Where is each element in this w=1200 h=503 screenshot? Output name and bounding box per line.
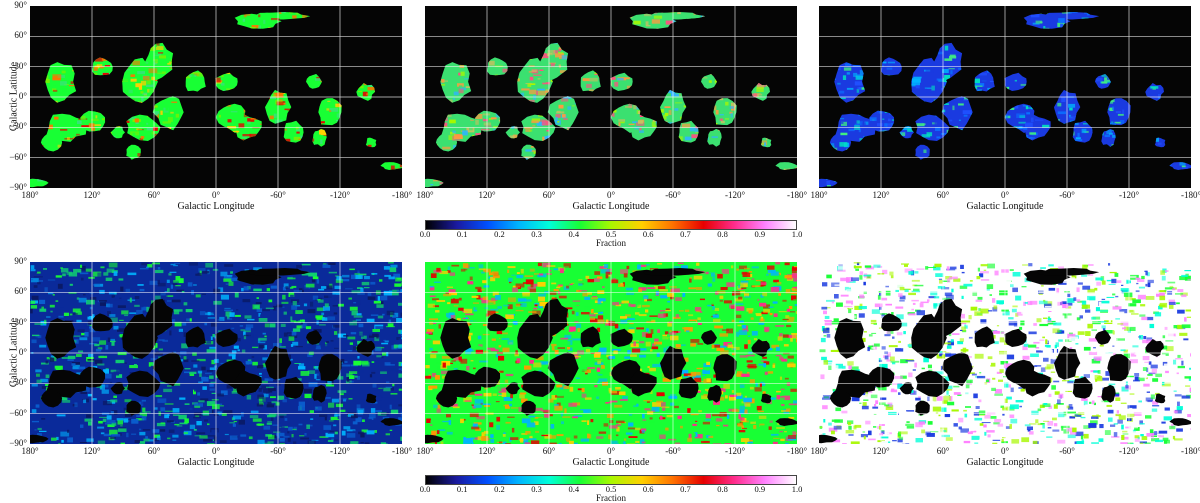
x-tick-label: 60° — [543, 446, 556, 456]
map-panel-r2c1 — [30, 262, 402, 444]
x-tick-label: 0° — [212, 190, 220, 200]
map-panel-r1c2 — [425, 6, 797, 188]
x-axis-label: Galactic Longitude — [178, 457, 255, 468]
x-axis-label: Galactic Longitude — [573, 457, 650, 468]
y-tick-label: 60° — [14, 286, 27, 296]
x-tick-label: -180° — [1181, 190, 1200, 200]
colorbar-tick-label: 1.0 — [792, 229, 803, 239]
x-tick-label: -120° — [330, 190, 350, 200]
x-tick-label: -60° — [665, 446, 681, 456]
colorbar-label: Fraction — [596, 238, 626, 248]
x-tick-label: 120° — [83, 190, 100, 200]
map-svg — [425, 6, 797, 188]
map-svg — [425, 262, 797, 444]
map-svg — [819, 6, 1191, 188]
x-tick-label: 0° — [607, 190, 615, 200]
x-tick-label: 0° — [1001, 446, 1009, 456]
colorbar-tick-label: 0.6 — [643, 484, 654, 494]
colorbar-tick-label: 0.2 — [494, 484, 505, 494]
x-tick-label: 60° — [148, 446, 161, 456]
x-tick-label: 180° — [416, 190, 433, 200]
y-axis-label: Galactic Latitude — [9, 308, 20, 398]
x-tick-label: -120° — [330, 446, 350, 456]
map-svg — [819, 262, 1191, 444]
colorbar-tick-label: 0.8 — [717, 229, 728, 239]
colorbar-tick-label: 0.3 — [531, 229, 542, 239]
colorbar-tick-label: 0.3 — [531, 484, 542, 494]
map-svg — [30, 262, 402, 444]
colorbar-tick-label: 0.1 — [457, 484, 468, 494]
x-tick-label: 0° — [607, 446, 615, 456]
x-tick-label: 60° — [543, 190, 556, 200]
y-tick-label: 90° — [14, 256, 27, 266]
y-tick-label: 0° — [19, 91, 27, 101]
x-tick-label: 180° — [810, 446, 827, 456]
x-tick-label: -60° — [1059, 190, 1075, 200]
colorbar-tick-label: 0.7 — [680, 484, 691, 494]
y-tick-label: 60° — [14, 30, 27, 40]
x-axis-label: Galactic Longitude — [967, 201, 1044, 212]
y-axis-label: Galactic Latitude — [9, 52, 20, 142]
x-axis-label: Galactic Longitude — [967, 457, 1044, 468]
x-tick-label: 0° — [1001, 190, 1009, 200]
x-tick-label: -120° — [1119, 190, 1139, 200]
map-svg — [30, 6, 402, 188]
x-tick-label: 120° — [478, 446, 495, 456]
y-tick-label: 0° — [19, 347, 27, 357]
x-tick-label: -60° — [665, 190, 681, 200]
x-tick-label: -180° — [392, 190, 412, 200]
x-tick-label: -60° — [270, 190, 286, 200]
x-tick-label: 180° — [810, 190, 827, 200]
x-tick-label: 120° — [478, 190, 495, 200]
x-tick-label: 180° — [416, 446, 433, 456]
x-tick-label: 120° — [872, 446, 889, 456]
x-tick-label: -60° — [270, 446, 286, 456]
colorbar-tick-label: 0.9 — [754, 484, 765, 494]
colorbar-tick-label: 0.7 — [680, 229, 691, 239]
map-panel-r2c2 — [425, 262, 797, 444]
colorbar-tick-label: 0.4 — [568, 484, 579, 494]
x-tick-label: -60° — [1059, 446, 1075, 456]
map-panel-r1c3 — [819, 6, 1191, 188]
x-axis-label: Galactic Longitude — [178, 201, 255, 212]
x-tick-label: 60° — [148, 190, 161, 200]
colorbar-tick-label: 0.0 — [420, 484, 431, 494]
colorbar-tick-label: 1.0 — [792, 484, 803, 494]
x-tick-label: -180° — [392, 446, 412, 456]
x-tick-label: 120° — [83, 446, 100, 456]
map-panel-r1c1 — [30, 6, 402, 188]
colorbar-tick-label: 0.2 — [494, 229, 505, 239]
x-tick-label: 120° — [872, 190, 889, 200]
colorbar-tick-label: 0.1 — [457, 229, 468, 239]
x-tick-label: -120° — [725, 190, 745, 200]
x-tick-label: 60° — [937, 190, 950, 200]
y-tick-label: −60° — [9, 408, 27, 418]
y-tick-label: −90° — [9, 438, 27, 448]
y-tick-label: −90° — [9, 182, 27, 192]
map-panel-r2c3 — [819, 262, 1191, 444]
colorbar-tick-label: 0.8 — [717, 484, 728, 494]
x-tick-label: -120° — [725, 446, 745, 456]
colorbar-tick-label: 0.9 — [754, 229, 765, 239]
colorbar-tick-label: 0.0 — [420, 229, 431, 239]
x-axis-label: Galactic Longitude — [573, 201, 650, 212]
colorbar-tick-label: 0.6 — [643, 229, 654, 239]
x-tick-label: -180° — [787, 190, 807, 200]
y-tick-label: 90° — [14, 0, 27, 10]
x-tick-label: -180° — [787, 446, 807, 456]
colorbar-tick-label: 0.4 — [568, 229, 579, 239]
x-tick-label: 0° — [212, 446, 220, 456]
x-tick-label: -180° — [1181, 446, 1200, 456]
y-tick-label: −60° — [9, 152, 27, 162]
x-tick-label: -120° — [1119, 446, 1139, 456]
x-tick-label: 60° — [937, 446, 950, 456]
